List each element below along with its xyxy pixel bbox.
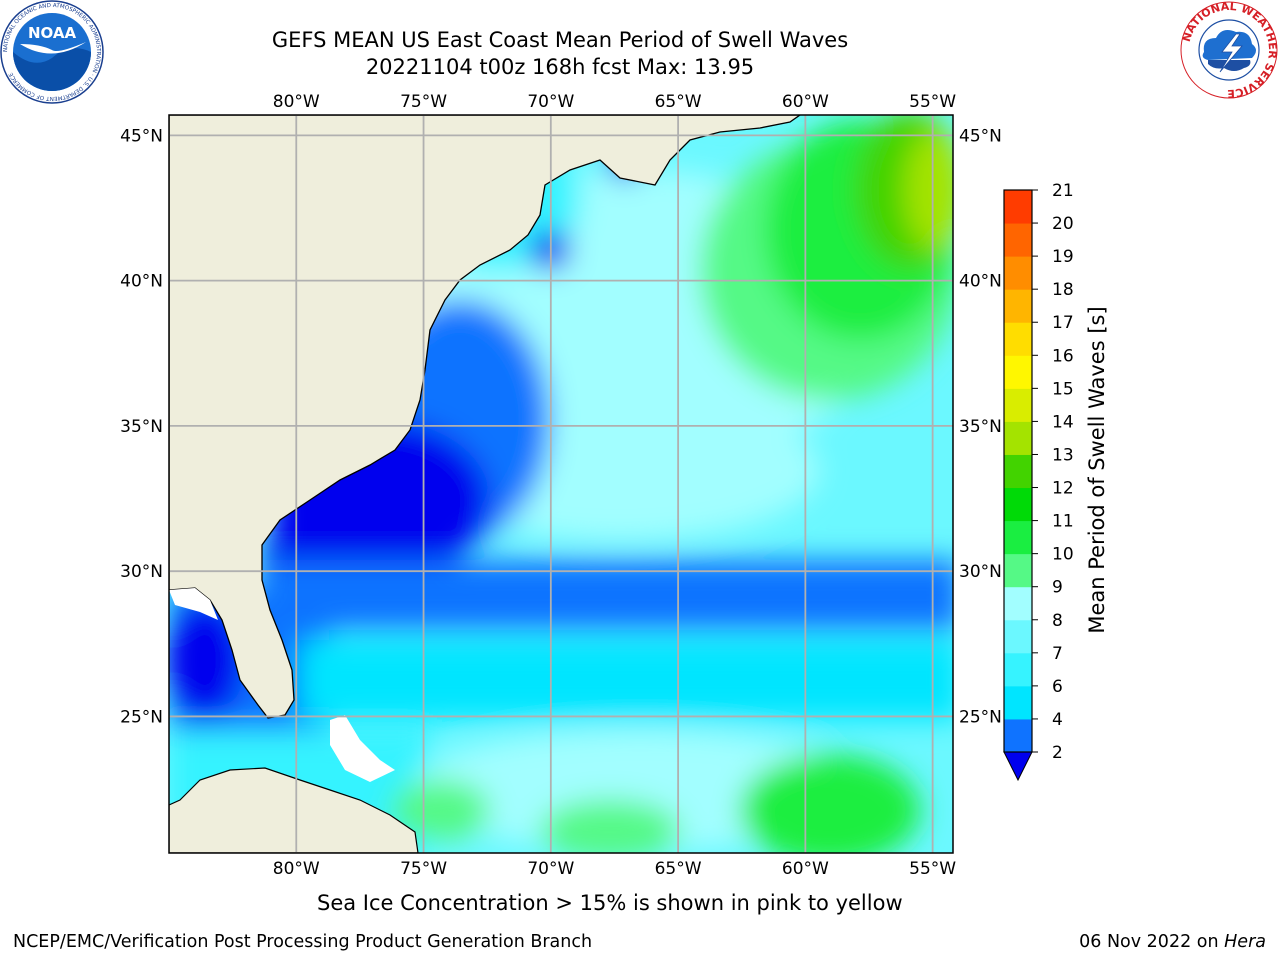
colorbar-tick-label: 4: [1052, 710, 1063, 730]
lat-tick-label-left: 25°N: [120, 707, 163, 727]
colorbar-tick-label: 15: [1052, 379, 1074, 399]
colorbar-tick-label: 9: [1052, 578, 1063, 598]
lat-tick-label-right: 40°N: [959, 272, 1002, 292]
noaa-logo: NATIONAL OCEANIC AND ATMOSPHERIC ADMINIS…: [0, 0, 104, 104]
land-us-east-coast: [169, 115, 802, 719]
lon-tick-label-top: 70°W: [527, 92, 574, 112]
lon-tick-label-top: 55°W: [909, 92, 956, 112]
footer-date-text: 06 Nov 2022 on: [1079, 932, 1225, 952]
colorbar-bin: [1004, 619, 1032, 654]
colorbar-tick-label: 7: [1052, 644, 1063, 664]
lon-tick-label-bottom: 70°W: [527, 859, 574, 879]
colorbar-bin: [1004, 553, 1032, 588]
lon-tick-label-top: 60°W: [782, 92, 829, 112]
colorbar-under-triangle: [1003, 751, 1033, 782]
footer-date: 06 Nov 2022 on Hera: [1079, 932, 1266, 952]
sea-ice-caption: Sea Ice Concentration > 15% is shown in …: [317, 891, 903, 915]
lon-tick-label-bottom: 65°W: [655, 859, 702, 879]
lat-tick-label-left: 35°N: [120, 417, 163, 437]
lon-tick-label-top: 75°W: [400, 92, 447, 112]
colorbar-label: Mean Period of Swell Waves [s]: [1085, 306, 1109, 634]
colorbar-tick-label: 14: [1052, 412, 1074, 432]
colorbar-tick-label: 6: [1052, 677, 1063, 697]
colorbar-bin: [1004, 685, 1032, 720]
colorbar-bin: [1004, 487, 1032, 522]
lon-tick-label-bottom: 60°W: [782, 859, 829, 879]
lat-tick-label-right: 30°N: [959, 562, 1002, 582]
colorbar-bin: [1004, 586, 1032, 621]
map-gridlines: [169, 115, 953, 853]
colorbar-bin: [1004, 718, 1032, 753]
colorbar-tick-label: 21: [1052, 181, 1074, 201]
lon-tick-label-top: 80°W: [273, 92, 320, 112]
lon-tick-label-bottom: 80°W: [273, 859, 320, 879]
lat-tick-label-right: 35°N: [959, 417, 1002, 437]
colorbar-bin: [1004, 652, 1032, 687]
footer-host: Hera: [1224, 932, 1266, 952]
noaa-logo-text: NOAA: [28, 24, 77, 42]
lon-tick-label-bottom: 55°W: [909, 859, 956, 879]
colorbar-bin: [1004, 520, 1032, 555]
lon-tick-label-top: 65°W: [655, 92, 702, 112]
colorbar-tick-label: 10: [1052, 545, 1074, 565]
colorbar-bin: [1004, 322, 1032, 356]
colorbar-tick-label: 18: [1052, 280, 1074, 300]
map-frame: [168, 114, 954, 854]
footer-credit: NCEP/EMC/Verification Post Processing Pr…: [13, 932, 593, 952]
map-title: GEFS MEAN US East Coast Mean Period of S…: [271, 28, 849, 52]
lat-tick-label-left: 45°N: [120, 126, 163, 146]
lat-tick-label-left: 30°N: [120, 562, 163, 582]
colorbar-tick-label: 17: [1052, 313, 1074, 333]
colorbar-frame: [1003, 189, 1033, 753]
lat-tick-label-right: 25°N: [959, 707, 1002, 727]
map-subtitle: 20221104 t00z 168h fcst Max: 13.95: [365, 55, 755, 79]
colorbar-tick-label: 16: [1052, 346, 1074, 366]
colorbar-tick-label: 8: [1052, 611, 1063, 631]
lat-tick-label-left: 40°N: [120, 272, 163, 292]
lon-tick-label-bottom: 75°W: [400, 859, 447, 879]
colorbar-bin: [1004, 421, 1032, 455]
colorbar-bin: [1004, 256, 1032, 290]
lat-tick-label-right: 45°N: [959, 126, 1002, 146]
colorbar-bin: [1004, 355, 1032, 389]
colorbar-tick-label: 12: [1052, 479, 1074, 499]
colorbar: 2 4 6 7 8 9 10 11 12 13 14 15 16 17 18 19 20 21: [1003, 181, 1074, 782]
colorbar-tick-label: 13: [1052, 445, 1074, 465]
colorbar-bin: [1004, 388, 1032, 422]
colorbar-bin: [1004, 223, 1032, 257]
land-cuba: [169, 767, 419, 853]
colorbar-tick-label: 2: [1052, 743, 1063, 763]
colorbar-tick-label: 11: [1052, 512, 1074, 532]
colorbar-tick-label: 20: [1052, 214, 1074, 234]
white-mask-gulf: [169, 588, 218, 620]
nws-logo: NATIONAL WEATHER SERVICE: [1180, 0, 1279, 100]
colorbar-tick-label: 19: [1052, 247, 1074, 267]
colorbar-bin: [1004, 289, 1032, 323]
white-mask-bahamas: [330, 715, 395, 782]
colorbar-bin: [1004, 190, 1032, 224]
colorbar-bin: [1004, 454, 1032, 489]
swell-period-field: [169, 115, 953, 853]
